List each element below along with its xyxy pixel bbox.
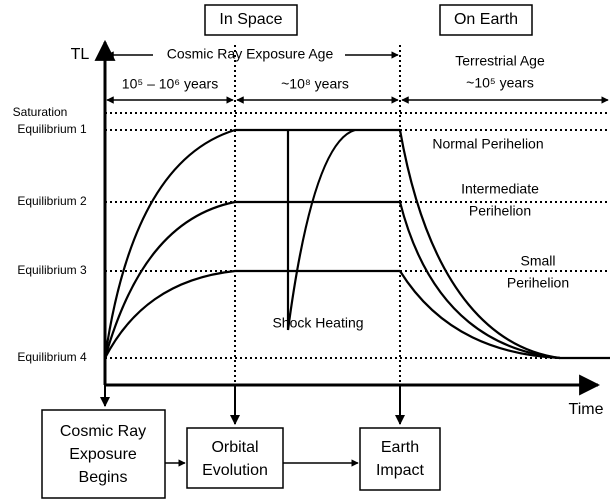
box-label: Begins — [79, 469, 128, 486]
curve-label: Intermediate — [461, 181, 539, 197]
box-label: Earth — [381, 439, 419, 456]
frame: In Space On Earth TL Time Saturation Equ… — [13, 4, 610, 499]
header: On Earth — [454, 11, 518, 28]
curve-label: Perihelion — [469, 203, 531, 219]
curve — [103, 200, 400, 359]
level-label: Equilibrium 1 — [17, 122, 87, 136]
curve — [398, 129, 610, 360]
level-label: Equilibrium 3 — [17, 263, 87, 277]
box — [359, 427, 441, 491]
box-label: Exposure — [69, 446, 137, 463]
curve-label: Normal Perihelion — [432, 136, 543, 152]
curve — [104, 269, 400, 359]
curve-label: Shock Heating — [272, 315, 363, 331]
curve-label: Small — [520, 253, 555, 269]
box — [41, 409, 166, 499]
box-label: Impact — [376, 462, 425, 479]
level-label: Equilibrium 2 — [17, 194, 87, 208]
span-label: Cosmic Ray Exposure Age — [167, 46, 334, 62]
span-label: ~10⁵ years — [466, 75, 534, 91]
span-label: 10⁵ – 10⁶ years — [122, 76, 218, 92]
header: In Space — [219, 11, 282, 28]
level-label: Equilibrium 4 — [17, 350, 87, 364]
curve — [399, 270, 561, 360]
box-label: Orbital — [211, 439, 258, 456]
x-label: Time — [569, 401, 604, 418]
shock-curve — [286, 128, 356, 331]
span-label: Terrestrial Age — [455, 53, 545, 69]
curve — [103, 128, 400, 359]
box — [186, 427, 284, 489]
y-label: TL — [71, 46, 90, 63]
level-label: Saturation — [13, 105, 68, 119]
box-label: Evolution — [202, 462, 268, 479]
box-label: Cosmic Ray — [60, 423, 146, 440]
curve — [398, 201, 561, 360]
curve-label: Perihelion — [507, 275, 569, 291]
span-label: ~10⁸ years — [281, 76, 349, 92]
header-box — [204, 4, 298, 36]
header-box — [439, 4, 533, 36]
